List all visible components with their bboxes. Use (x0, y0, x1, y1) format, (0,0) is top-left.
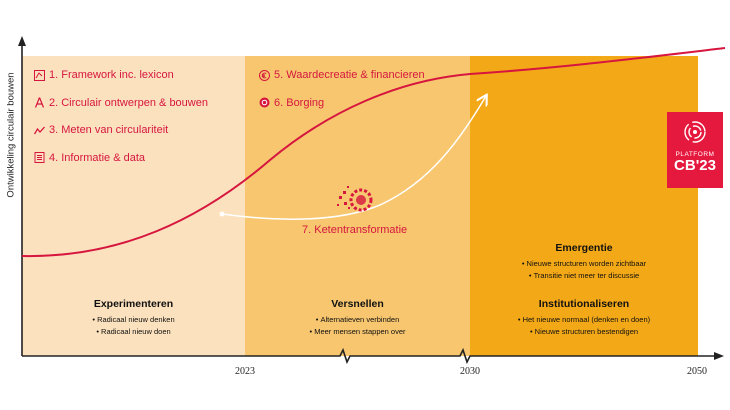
zone-institutionaliseren (470, 56, 698, 356)
logo-cb23-text: CB'23 (674, 157, 716, 174)
pillar-meten: 3. Meten van circulariteit (34, 123, 208, 137)
pillar-label: 2. Circulair ontwerpen & bouwen (49, 96, 208, 109)
year-label-2023: 2023 (235, 366, 255, 377)
phase-title: Emergentie (555, 242, 613, 254)
logo-circles-icon (684, 121, 706, 143)
framework-icon (34, 69, 45, 81)
pillar-ontwerpen: 2. Circulair ontwerpen & bouwen (34, 96, 208, 110)
euro-icon (259, 69, 270, 81)
platform-cb23-logo: PLATFORM CB'23 (667, 112, 723, 188)
data-icon (34, 152, 45, 163)
pillar-framework: 1. Framework inc. lexicon (34, 68, 208, 82)
phase-title: Versnellen (331, 298, 384, 310)
pillar-list-left: 1. Framework inc. lexicon 2. Circulair o… (34, 68, 208, 178)
year-label-2030: 2030 (460, 366, 480, 377)
y-axis-arrow (18, 36, 26, 46)
phase-item: Het nieuwe normaal (denken en doen) (470, 314, 698, 326)
ketentransformatie-arrow (221, 96, 486, 220)
pillar-label: 4. Informatie & data (49, 151, 145, 164)
year-label-2050: 2050 (687, 366, 707, 377)
phase-title: Institutionaliseren (538, 298, 630, 310)
zone-versnellen (245, 56, 470, 356)
phase-item: Nieuwe structuren worden zichtbaar (470, 258, 698, 270)
gear-puzzle-icon (337, 186, 373, 212)
phase-item: Radicaal nieuw doen (22, 326, 245, 338)
pillar-label: 6. Borging (274, 96, 325, 109)
x-axis (22, 347, 724, 365)
design-icon (34, 97, 45, 108)
arrow-start-dot (219, 211, 225, 217)
phase-item: Nieuwe structuren bestendigen (470, 326, 698, 338)
phase-item: Meer mensen stappen over (245, 326, 470, 338)
pillar-waardecreatie: 5. Waardecreatie & financieren (259, 68, 425, 82)
phase-item: Alternatieven verbinden (245, 314, 470, 326)
y-axis-label: Ontwikkeling circulair bouwen (5, 72, 17, 198)
phase-emergentie: Emergentie Nieuwe structuren worden zich… (470, 242, 698, 282)
phase-versnellen: Versnellen Alternatieven verbinden Meer … (245, 298, 470, 338)
phase-experimenteren: Experimenteren Radicaal nieuw denken Rad… (22, 298, 245, 338)
phase-institutionaliseren: Institutionaliseren Het nieuwe normaal (… (470, 298, 698, 338)
pillar-list-right: 5. Waardecreatie & financieren 6. Borgin… (259, 68, 425, 123)
phase-title: Experimenteren (93, 298, 174, 310)
pillar-borging: 6. Borging (259, 96, 425, 110)
pillar-label: 3. Meten van circulariteit (49, 124, 169, 136)
phase-item: Radicaal nieuw denken (22, 314, 245, 326)
phase-item: Transitie niet meer ter discussie (470, 270, 698, 282)
pillar-label: 1. Framework inc. lexicon (49, 69, 174, 81)
transition-curve (21, 47, 726, 258)
pillar-informatie: 4. Informatie & data (34, 151, 208, 165)
pillar-label: 5. Waardecreatie & financieren (274, 69, 425, 81)
seal-icon (259, 97, 270, 108)
chart-line-icon (34, 125, 45, 136)
ketentransformatie-label: 7. Ketentransformatie (302, 224, 408, 236)
logo-platform-text: PLATFORM (675, 151, 715, 158)
